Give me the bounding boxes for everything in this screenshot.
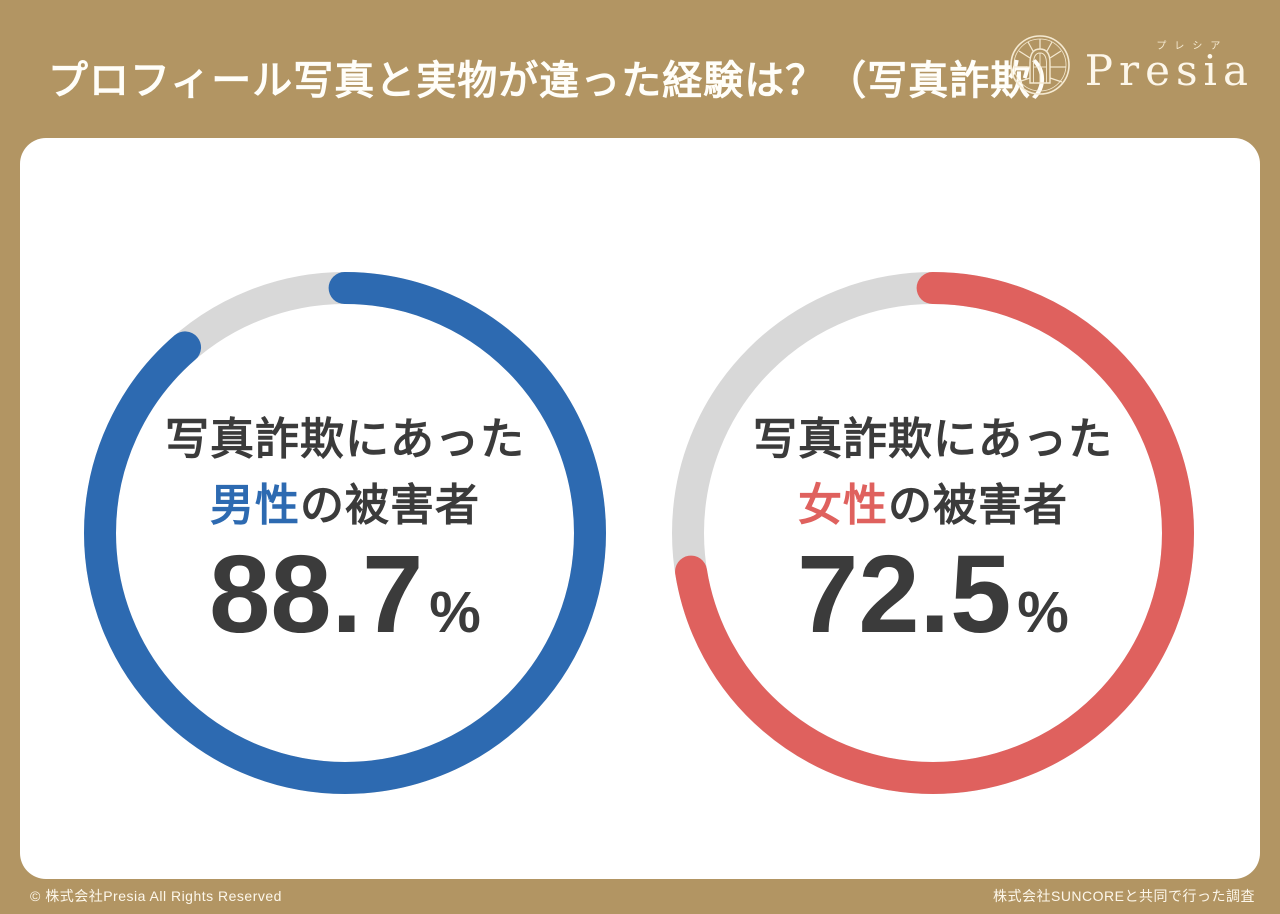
donut-female-unit: % — [1017, 580, 1069, 646]
presia-logo-brand: Presia — [1084, 45, 1254, 95]
presia-logo-icon — [1009, 34, 1071, 96]
donut-female-value-row: 72.5 % — [797, 540, 1069, 650]
copyright-text: © 株式会社Presia All Rights Reserved — [30, 888, 282, 904]
donut-male-unit: % — [429, 580, 481, 646]
donut-female-content: 写真詐欺にあった 女性の被害者 72.5 % — [668, 268, 1198, 798]
donut-female-label-rest: の被害者 — [888, 481, 1068, 530]
donut-male-value: 88.7 — [209, 533, 424, 657]
donut-female-arc — [672, 272, 1194, 794]
donut-female-value: 72.5 — [797, 533, 1012, 657]
donut-male-label-rest: の被害者 — [300, 481, 480, 530]
donut-male-value-row: 88.7 % — [209, 540, 481, 650]
donut-male-label-line2: 男性の被害者 — [210, 481, 480, 530]
donut-male-label-line1: 写真詐欺にあった — [165, 414, 525, 464]
donut-female-highlight: 女性 — [798, 481, 888, 530]
presia-logo: プレシア Presia — [1009, 34, 1254, 96]
donut-male-content: 写真詐欺にあった 男性の被害者 88.7 % — [80, 268, 610, 798]
presia-logo-text: プレシア Presia — [1085, 37, 1254, 93]
donut-male-highlight: 男性 — [210, 481, 300, 530]
survey-credit-text: 株式会社SUNCOREと共同で行った調査 — [992, 888, 1255, 904]
donut-male-arc — [84, 272, 606, 794]
presia-logo-furigana: プレシア — [1156, 40, 1229, 52]
donut-female-ring — [672, 272, 1194, 794]
page-title: プロフィール写真と実物が違った経験は？（写真詐欺） — [48, 59, 1073, 103]
donut-female-label-line1: 写真詐欺にあった — [753, 414, 1113, 464]
donut-male: 写真詐欺にあった 男性の被害者 88.7 % — [80, 268, 610, 798]
donut-female-label-line2: 女性の被害者 — [798, 481, 1068, 530]
donut-male-ring — [84, 272, 606, 794]
donut-female: 写真詐欺にあった 女性の被害者 72.5 % — [668, 268, 1198, 798]
